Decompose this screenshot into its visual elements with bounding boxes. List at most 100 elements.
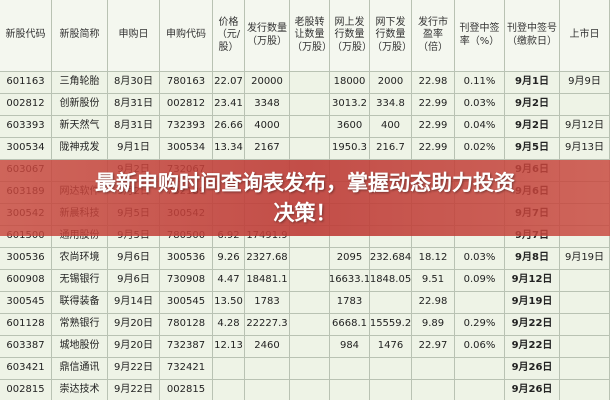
table-cell: 002812 xyxy=(160,94,213,116)
table-cell xyxy=(560,314,610,336)
table-cell: 农尚环境 xyxy=(52,248,108,270)
table-cell: 603421 xyxy=(0,358,52,380)
table-cell: 0.02% xyxy=(455,138,505,160)
table-cell xyxy=(370,292,412,314)
banner-text: 最新申购时间查询表发布，掌握动态助力投资决策！ xyxy=(95,170,515,225)
table-cell: 6668.1 xyxy=(330,314,370,336)
table-cell: 9月12日 xyxy=(505,270,560,292)
table-cell: 9月20日 xyxy=(108,314,160,336)
table-cell xyxy=(370,226,412,248)
table-cell: 0.29% xyxy=(455,314,505,336)
header-cell: 新股代码 xyxy=(0,0,52,72)
table-cell: 9月9日 xyxy=(560,72,610,94)
table-cell: 联得装备 xyxy=(52,292,108,314)
table-cell: 8月31日 xyxy=(108,94,160,116)
table-cell: 创新股份 xyxy=(52,94,108,116)
table-cell: 600908 xyxy=(0,270,52,292)
table-cell: 9月20日 xyxy=(108,336,160,358)
table-cell: 9月26日 xyxy=(505,380,560,400)
table-cell: 002815 xyxy=(160,380,213,400)
table-cell: 780163 xyxy=(160,72,213,94)
table-cell: 002812 xyxy=(0,94,52,116)
table-cell: 601128 xyxy=(0,314,52,336)
table-cell: 603393 xyxy=(0,116,52,138)
table-cell: 13.34 xyxy=(213,138,245,160)
header-cell: 网上发行数量（万股） xyxy=(330,0,370,72)
table-cell: 9月22日 xyxy=(505,336,560,358)
table-cell: 730908 xyxy=(160,270,213,292)
table-cell: 4.28 xyxy=(213,314,245,336)
table-cell xyxy=(412,358,455,380)
table-cell xyxy=(330,226,370,248)
header-cell: 刊登中签号（缴款日） xyxy=(505,0,560,72)
table-cell xyxy=(330,358,370,380)
table-cell xyxy=(290,138,330,160)
table-cell: 002815 xyxy=(0,380,52,400)
table-cell xyxy=(213,358,245,380)
table-cell: 鼎信通讯 xyxy=(52,358,108,380)
table-cell: 2167 xyxy=(245,138,290,160)
table-cell: 9月22日 xyxy=(505,314,560,336)
table-cell: 崇达技术 xyxy=(52,380,108,400)
table-cell: 15559.2 xyxy=(370,314,412,336)
header-cell: 老股转让数量（万股） xyxy=(290,0,330,72)
table-cell: 18000 xyxy=(330,72,370,94)
table-cell: 三角轮胎 xyxy=(52,72,108,94)
table-cell: 9月6日 xyxy=(108,248,160,270)
table-cell: 1950.3 xyxy=(330,138,370,160)
table-cell: 常熟银行 xyxy=(52,314,108,336)
header-cell: 申购日 xyxy=(108,0,160,72)
table-cell: 300545 xyxy=(0,292,52,314)
table-cell xyxy=(560,94,610,116)
table-cell: 9月12日 xyxy=(560,116,610,138)
table-cell xyxy=(455,292,505,314)
table-cell: 1783 xyxy=(330,292,370,314)
table-cell: 2095 xyxy=(330,248,370,270)
table-cell: 26.66 xyxy=(213,116,245,138)
table-cell xyxy=(330,380,370,400)
table-cell: 400 xyxy=(370,116,412,138)
table-cell xyxy=(245,358,290,380)
table-cell xyxy=(290,270,330,292)
table-cell: 0.06% xyxy=(455,336,505,358)
table-cell: 1783 xyxy=(245,292,290,314)
table-cell: 新天然气 xyxy=(52,116,108,138)
table-cell xyxy=(560,380,610,400)
table-cell: 732421 xyxy=(160,358,213,380)
table-cell: 9月19日 xyxy=(560,248,610,270)
table-cell: 601163 xyxy=(0,72,52,94)
table-cell: 1476 xyxy=(370,336,412,358)
table-cell xyxy=(560,336,610,358)
table-cell: 9月22日 xyxy=(108,358,160,380)
header-cell: 新股简称 xyxy=(52,0,108,72)
table-cell: 2460 xyxy=(245,336,290,358)
table-cell: 232.684 xyxy=(370,248,412,270)
table-cell: 4.47 xyxy=(213,270,245,292)
table-cell: 9月1日 xyxy=(108,138,160,160)
table-cell: 300536 xyxy=(0,248,52,270)
table-cell: 16633.1 xyxy=(330,270,370,292)
header-cell: 发行数量（万股） xyxy=(245,0,290,72)
table-cell: 300545 xyxy=(160,292,213,314)
table-cell: 9月14日 xyxy=(108,292,160,314)
table-cell xyxy=(290,336,330,358)
table-cell: 0.11% xyxy=(455,72,505,94)
table-cell: 300536 xyxy=(160,248,213,270)
table-cell: 1848.05 xyxy=(370,270,412,292)
table-cell xyxy=(455,226,505,248)
table-cell: 23.41 xyxy=(213,94,245,116)
table-cell: 334.8 xyxy=(370,94,412,116)
table-cell: 9月6日 xyxy=(108,270,160,292)
header-cell: 刊登中签率（%） xyxy=(455,0,505,72)
table-cell xyxy=(412,380,455,400)
table-cell: 22.98 xyxy=(412,72,455,94)
table-cell xyxy=(290,358,330,380)
table-cell: 2327.68 xyxy=(245,248,290,270)
table-cell xyxy=(213,380,245,400)
table-cell: 3013.2 xyxy=(330,94,370,116)
table-cell: 780128 xyxy=(160,314,213,336)
table-cell: 陇神戎发 xyxy=(52,138,108,160)
table-cell: 18481.1 xyxy=(245,270,290,292)
table-cell: 732393 xyxy=(160,116,213,138)
